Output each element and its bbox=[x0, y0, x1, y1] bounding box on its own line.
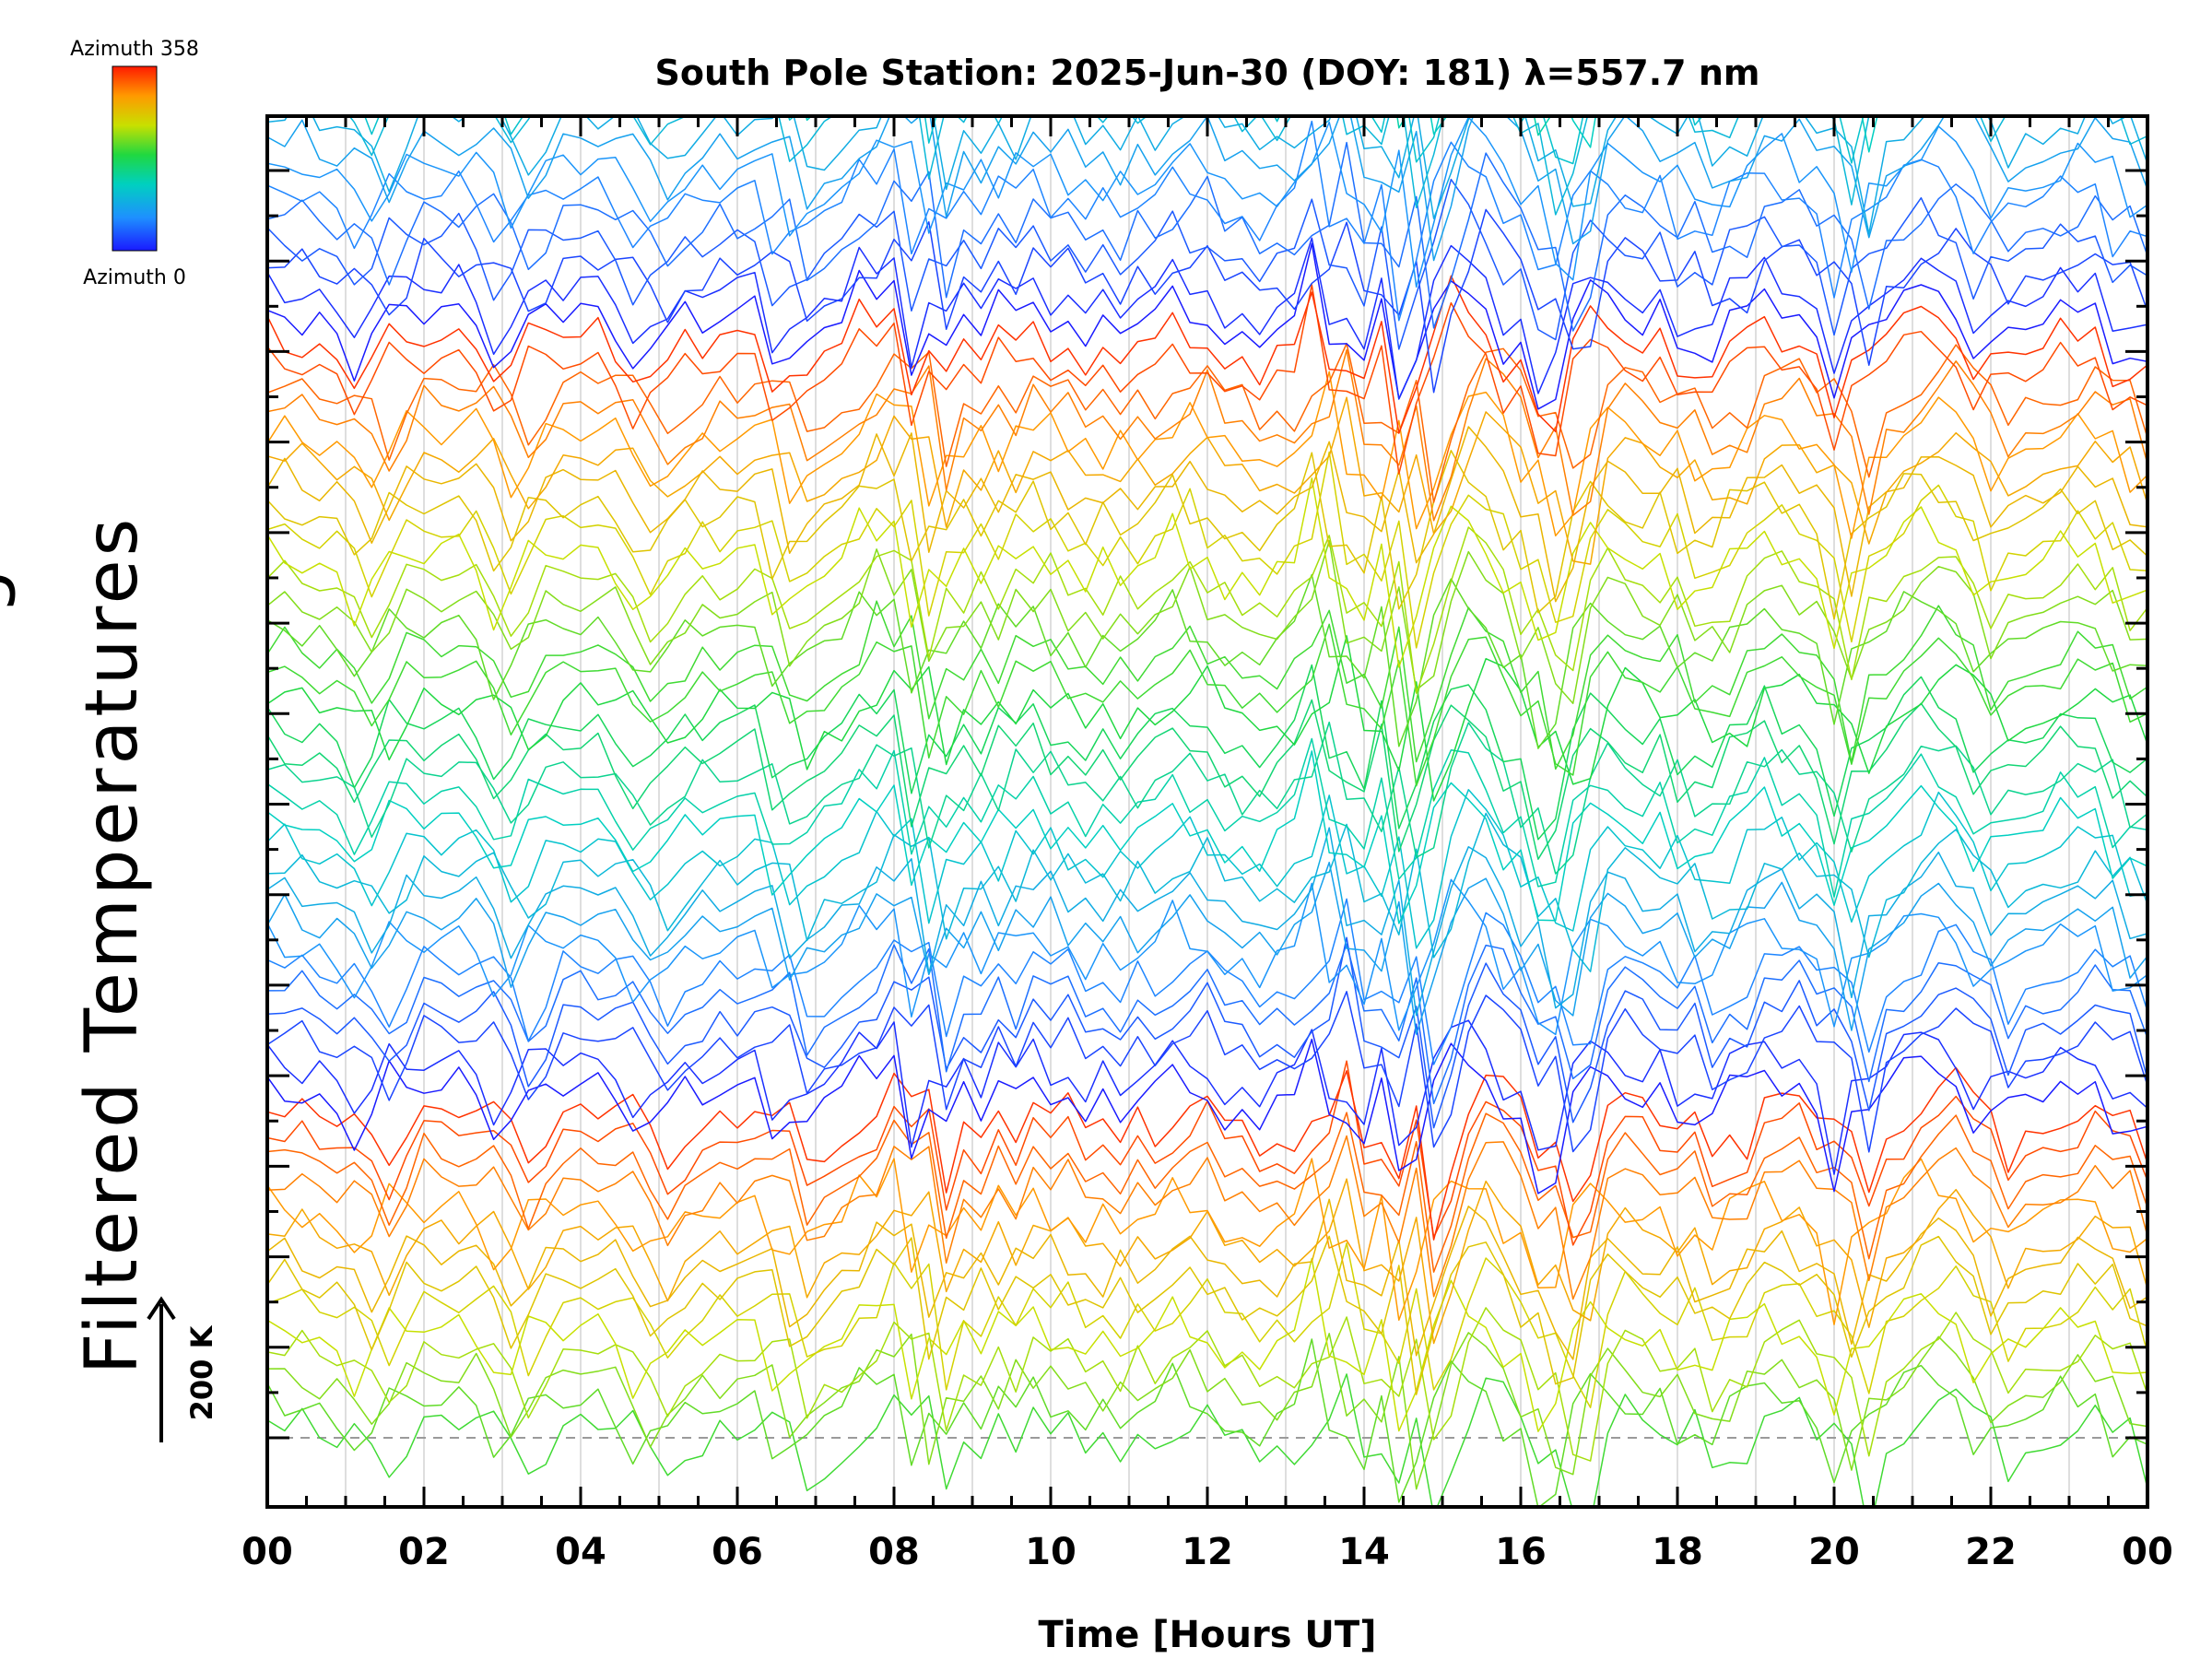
azimuth-trace bbox=[267, 991, 2147, 1153]
azimuth-trace bbox=[267, 116, 2147, 262]
azimuth-trace bbox=[267, 275, 2147, 434]
y-axis-label-partial: g bbox=[0, 565, 18, 615]
azimuth-trace bbox=[267, 371, 2147, 539]
colorbar: Azimuth 358 Azimuth 0 bbox=[70, 38, 199, 289]
azimuth-trace bbox=[267, 600, 2147, 771]
azimuth-trace bbox=[267, 178, 2147, 350]
azimuth-trace bbox=[267, 208, 2147, 394]
azimuth-trace bbox=[267, 664, 2147, 841]
azimuth-trace bbox=[267, 737, 2147, 898]
azimuth-trace bbox=[267, 242, 2147, 410]
azimuth-trace bbox=[267, 1257, 2147, 1432]
azimuth-trace bbox=[267, 539, 2147, 704]
azimuth-trace bbox=[267, 1038, 2147, 1194]
x-tick-label: 22 bbox=[1965, 1531, 2017, 1573]
azimuth-trace bbox=[267, 284, 2147, 475]
azimuth-trace bbox=[267, 1158, 2147, 1325]
x-tick-label: 14 bbox=[1338, 1531, 1390, 1573]
azimuth-trace bbox=[267, 526, 2147, 694]
azimuth-trace bbox=[267, 1066, 2147, 1241]
azimuth-trace bbox=[267, 943, 2147, 1105]
azimuth-trace bbox=[267, 342, 2147, 503]
x-tick-label: 08 bbox=[868, 1531, 920, 1573]
azimuth-trace bbox=[267, 0, 2147, 15]
azimuth-trace bbox=[267, 750, 2147, 924]
x-tick-labels: 00 02 04 06 08 10 12 14 16 18 20 22 00 bbox=[241, 1531, 2173, 1573]
scale-bar-arrowhead bbox=[147, 1296, 176, 1321]
x-tick-label: 00 bbox=[2122, 1531, 2173, 1573]
x-tick-label: 10 bbox=[1025, 1531, 1077, 1573]
azimuth-trace bbox=[267, 237, 2147, 400]
colorbar-gradient bbox=[112, 65, 158, 252]
azimuth-trace bbox=[267, 827, 2147, 1017]
x-tick-label: 06 bbox=[712, 1531, 763, 1573]
x-axis-label: Time [Hours UT] bbox=[1039, 1614, 1377, 1656]
scale-bar: 200 K bbox=[147, 1296, 219, 1442]
azimuth-trace bbox=[267, 450, 2147, 620]
colorbar-top-label: Azimuth 358 bbox=[70, 38, 199, 61]
azimuth-trace bbox=[267, 878, 2147, 1036]
azimuth-trace bbox=[267, 1235, 2147, 1395]
azimuth-trace bbox=[267, 861, 2147, 1035]
azimuth-trace bbox=[267, 0, 2147, 27]
chart-title: South Pole Station: 2025-Jun-30 (DOY: 18… bbox=[655, 53, 1760, 93]
azimuth-trace bbox=[267, 1307, 2147, 1462]
x-tick-label: 00 bbox=[241, 1531, 293, 1573]
azimuth-trace bbox=[267, 1112, 2147, 1273]
azimuth-trace bbox=[267, 573, 2147, 749]
x-tick-label: 18 bbox=[1652, 1531, 1703, 1573]
azimuth-trace bbox=[267, 721, 2147, 875]
x-tick-label: 02 bbox=[398, 1531, 450, 1573]
azimuth-trace bbox=[267, 451, 2147, 649]
colorbar-bottom-label: Azimuth 0 bbox=[83, 266, 186, 289]
azimuth-trace bbox=[267, 477, 2147, 668]
azimuth-trace bbox=[267, 699, 2147, 860]
x-tick-label: 04 bbox=[555, 1531, 606, 1573]
azimuth-trace bbox=[267, 141, 2147, 332]
azimuth-trace bbox=[267, 426, 2147, 603]
x-tick-label: 12 bbox=[1182, 1531, 1233, 1573]
azimuth-trace bbox=[267, 1338, 2147, 1507]
azimuth-trace bbox=[267, 812, 2147, 972]
azimuth-trace bbox=[267, 1198, 2147, 1360]
x-tick-label: 20 bbox=[1808, 1531, 1860, 1573]
azimuth-trace bbox=[267, 936, 2147, 1129]
scale-bar-label: 200 K bbox=[184, 1324, 219, 1420]
azimuth-trace bbox=[267, 120, 2147, 322]
azimuth-trace bbox=[267, 789, 2147, 949]
azimuth-trace bbox=[267, 1242, 2147, 1408]
azimuth-trace bbox=[267, 348, 2147, 522]
azimuth-trace bbox=[267, 635, 2147, 802]
y-axis-label: Filtered Temperatures bbox=[71, 515, 154, 1374]
azimuth-trace bbox=[267, 1332, 2147, 1490]
azimuth-trace bbox=[267, 116, 2147, 288]
azimuth-trace bbox=[267, 623, 2147, 787]
axis-ticks bbox=[265, 116, 2149, 1507]
azimuth-trace bbox=[267, 1019, 2147, 1175]
trace-group bbox=[267, 0, 2147, 1507]
x-tick-label: 16 bbox=[1495, 1531, 1547, 1573]
azimuth-trace bbox=[267, 1373, 2147, 1507]
